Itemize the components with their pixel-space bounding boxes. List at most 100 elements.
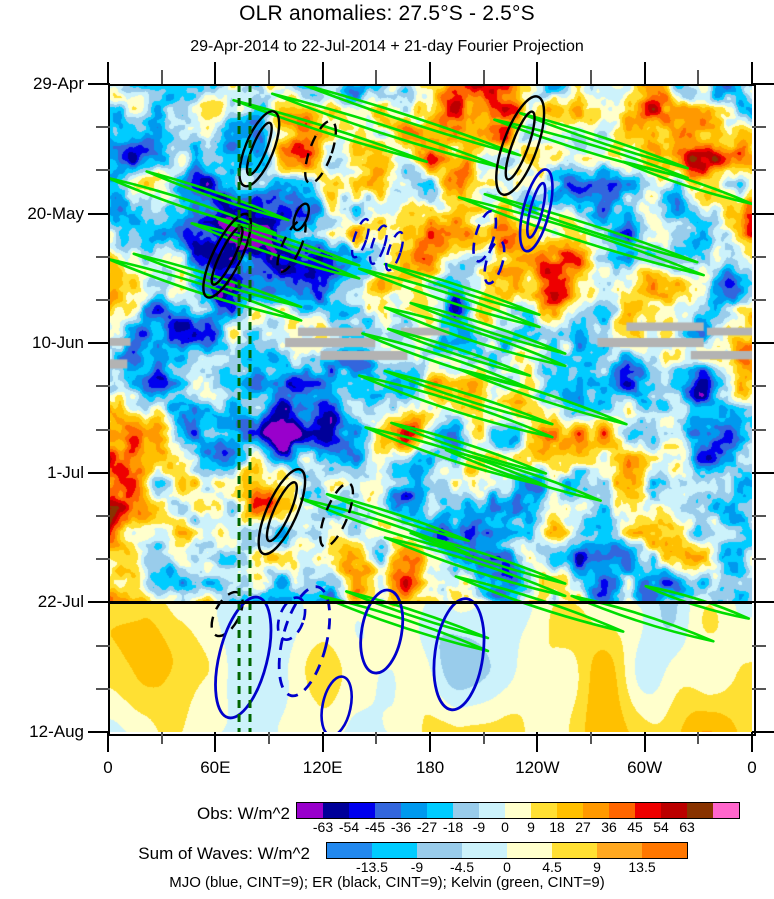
kelvin-wave-contour bbox=[232, 98, 429, 164]
mjo-wave-contour bbox=[368, 224, 389, 266]
y-axis-label-20-may: 20-May bbox=[27, 203, 84, 223]
er-wave-contour bbox=[276, 218, 307, 274]
colorbar-tick-label: 45 bbox=[627, 819, 643, 835]
y-tick-minor-right bbox=[752, 126, 766, 129]
colorbar-swatch bbox=[297, 803, 323, 818]
wave-legend-caption: MJO (blue, CINT=9); ER (black, CINT=9); … bbox=[169, 874, 605, 891]
x-tick-minor bbox=[160, 732, 163, 744]
y-tick-minor bbox=[96, 126, 110, 129]
y-tick-minor-right bbox=[752, 298, 766, 301]
x-tick-minor-top bbox=[482, 70, 485, 84]
hovmoller-plot[interactable] bbox=[108, 84, 752, 732]
waves-colorbar-title: Sum of Waves: W/m^2 bbox=[138, 844, 310, 863]
kelvin-wave-contour bbox=[483, 192, 699, 264]
x-axis-label-6: 0 bbox=[747, 758, 757, 777]
x-tick-major-top bbox=[536, 62, 539, 84]
y-tick-minor bbox=[96, 385, 110, 388]
x-tick-minor bbox=[482, 732, 485, 744]
y-tick-minor bbox=[96, 687, 110, 690]
colorbar-tick-label: -13.5 bbox=[356, 859, 388, 875]
colorbar-tick-label: 9 bbox=[593, 859, 601, 875]
colorbar-swatch bbox=[713, 803, 739, 818]
er-wave-contour bbox=[245, 121, 273, 177]
y-tick-major bbox=[88, 342, 110, 345]
colorbar-swatch bbox=[401, 803, 427, 818]
y-tick-minor-right bbox=[752, 558, 766, 561]
colorbar-swatch bbox=[372, 843, 417, 858]
x-tick-major-top bbox=[643, 62, 646, 84]
y-tick-minor-right bbox=[752, 255, 766, 258]
mjo-wave-contour bbox=[518, 168, 554, 253]
wave-contour-overlay bbox=[108, 84, 752, 732]
x-tick-major-top bbox=[751, 62, 753, 84]
mjo-wave-contour bbox=[432, 597, 486, 712]
colorbar-swatch bbox=[597, 843, 642, 858]
mjo-wave-contour bbox=[384, 230, 405, 272]
colorbar-tick-label: -9 bbox=[410, 859, 424, 875]
x-tick-major-top bbox=[321, 62, 324, 84]
y-tick-major-right bbox=[752, 731, 774, 733]
colorbar-tick-label: -9 bbox=[472, 819, 486, 835]
y-tick-major bbox=[88, 83, 110, 85]
mjo-wave-contour bbox=[350, 217, 371, 259]
y-axis-label-10-jun: 10-Jun bbox=[32, 333, 84, 353]
y-tick-major-right bbox=[752, 212, 774, 215]
y-axis-label-29-apr: 29-Apr bbox=[32, 74, 84, 93]
x-tick-minor bbox=[697, 732, 700, 744]
mjo-wave-contour bbox=[483, 239, 506, 285]
x-tick-major bbox=[321, 732, 324, 752]
x-tick-major bbox=[536, 732, 539, 752]
y-tick-major-right bbox=[752, 471, 774, 474]
x-tick-major bbox=[643, 732, 646, 752]
colorbar-tick-label: -63 bbox=[312, 819, 334, 835]
x-tick-minor-top bbox=[375, 70, 378, 84]
er-wave-contour bbox=[504, 110, 536, 181]
x-tick-major-top bbox=[429, 62, 431, 84]
colorbar-swatch bbox=[505, 803, 531, 818]
er-wave-contour bbox=[292, 202, 311, 232]
kelvin-wave-contour bbox=[132, 252, 303, 309]
y-tick-minor bbox=[96, 428, 110, 431]
waves-colorbar[interactable] bbox=[326, 842, 688, 859]
y-tick-minor-right bbox=[752, 169, 766, 172]
kelvin-wave-contour bbox=[644, 584, 751, 620]
colorbar-tick-label: 27 bbox=[575, 819, 591, 835]
mjo-wave-contour bbox=[472, 209, 498, 263]
kelvin-wave-contour bbox=[190, 222, 361, 280]
x-tick-minor bbox=[375, 732, 378, 744]
kelvin-wave-contour bbox=[518, 111, 689, 170]
x-axis-label-1: 60E bbox=[200, 758, 231, 777]
colorbar-swatch bbox=[323, 803, 349, 818]
er-wave-contour bbox=[257, 468, 307, 556]
x-tick-major bbox=[214, 732, 217, 752]
x-tick-major bbox=[107, 732, 109, 752]
kelvin-wave-contour bbox=[409, 531, 567, 585]
kelvin-wave-contour bbox=[454, 575, 625, 633]
kelvin-wave-contour bbox=[357, 267, 541, 329]
y-tick-minor-right bbox=[752, 428, 766, 431]
kelvin-wave-contour bbox=[299, 84, 522, 157]
y-tick-minor bbox=[96, 644, 110, 647]
obs-colorbar-title: Obs: W/m^2 bbox=[197, 804, 290, 823]
kelvin-wave-contour bbox=[570, 594, 715, 643]
kelvin-wave-contour bbox=[383, 536, 567, 598]
x-tick-minor-top bbox=[590, 70, 592, 84]
kelvin-wave-contour bbox=[383, 306, 567, 368]
x-axis-label-5: 60W bbox=[627, 758, 663, 777]
kelvin-wave-contour bbox=[145, 170, 290, 222]
colorbar-tick-label: 0 bbox=[501, 819, 509, 835]
mjo-wave-contour bbox=[276, 596, 307, 641]
y-tick-minor bbox=[96, 255, 110, 258]
colorbar-tick-label: -36 bbox=[390, 819, 412, 835]
colorbar-swatch bbox=[642, 843, 687, 858]
er-wave-contour bbox=[202, 212, 253, 299]
er-wave-contour bbox=[265, 481, 299, 543]
colorbar-swatch bbox=[507, 843, 552, 858]
colorbar-swatch bbox=[453, 803, 479, 818]
y-axis-label-12-aug: 12-Aug bbox=[29, 722, 84, 741]
colorbar-tick-label: -27 bbox=[416, 819, 438, 835]
x-tick-minor-top bbox=[697, 70, 700, 84]
y-tick-major bbox=[88, 212, 110, 215]
obs-colorbar[interactable] bbox=[296, 802, 740, 819]
kelvin-wave-contour bbox=[457, 367, 628, 426]
